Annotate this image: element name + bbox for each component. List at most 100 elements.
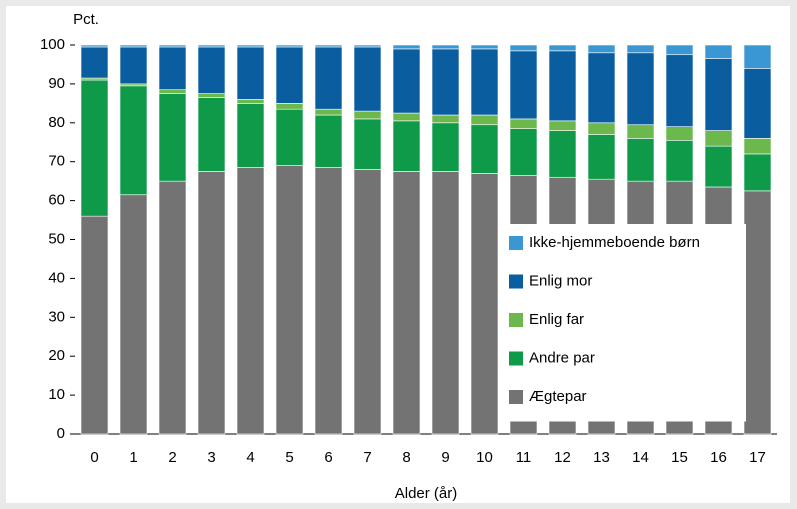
x-tick-label: 6 (324, 449, 332, 466)
bar-segment (80, 79, 109, 217)
bar-segment (197, 44, 226, 48)
bar-segment (392, 171, 421, 435)
x-tick-label: 15 (671, 449, 688, 466)
y-tick-label: 40 (48, 269, 65, 286)
bar-segment (236, 103, 265, 168)
bar-segment (665, 54, 694, 127)
bar-segment (626, 124, 655, 139)
bar-segment (236, 46, 265, 100)
bar-segment (431, 48, 460, 116)
bar-segment (236, 99, 265, 104)
bar-segment (158, 89, 187, 94)
bar-segment (314, 108, 343, 116)
bar-segment (197, 93, 226, 98)
bar-segment (392, 112, 421, 122)
x-tick-label: 7 (363, 449, 371, 466)
x-tick-label: 14 (632, 449, 649, 466)
bar-segment (470, 48, 499, 116)
legend-label: Enlig mor (529, 272, 592, 289)
bar-segment (587, 44, 616, 54)
y-axis-label: Pct. (73, 11, 99, 28)
bar-segment (314, 44, 343, 48)
y-tick-label: 60 (48, 192, 65, 209)
x-tick-label: 11 (516, 449, 532, 466)
bar-segment (197, 46, 226, 94)
bar-segment (626, 138, 655, 182)
legend-swatch (509, 351, 523, 366)
y-tick-label: 90 (48, 75, 65, 92)
legend-label: Andre par (529, 349, 595, 366)
bar-segment (470, 173, 499, 435)
legend-swatch (509, 274, 523, 289)
bar-segment (587, 122, 616, 135)
x-tick-label: 8 (402, 449, 410, 466)
bar-segment (314, 167, 343, 435)
bar-segment (275, 108, 304, 166)
bar-segment (548, 44, 577, 52)
bar-segment (197, 171, 226, 435)
x-tick-label: 3 (207, 449, 215, 466)
x-tick-label: 12 (554, 449, 571, 466)
bar-segment (665, 126, 694, 141)
y-tick-label: 0 (57, 425, 65, 442)
bar-segment (236, 44, 265, 48)
y-tick-label: 100 (40, 36, 65, 53)
bar-segment (392, 120, 421, 172)
y-tick-label: 30 (48, 308, 65, 325)
bar-segment (236, 167, 265, 435)
legend-label: Ikke-hjemmeboende børn (529, 234, 700, 251)
bar-segment (704, 130, 733, 147)
bar-segment (158, 93, 187, 182)
bar-segment (431, 44, 460, 50)
legend-swatch (509, 236, 523, 250)
bar-segment (743, 190, 772, 435)
bar-segment (470, 114, 499, 126)
x-tick-label: 10 (476, 449, 493, 466)
bar-segment (665, 44, 694, 56)
bar-segment (548, 130, 577, 178)
y-tick-label: 50 (48, 230, 65, 247)
x-tick-label: 17 (749, 449, 766, 466)
bar-segment (704, 58, 733, 131)
bar-segment (548, 120, 577, 131)
bar-segment (509, 128, 538, 176)
bar-segment (119, 44, 148, 48)
bar-segment (275, 46, 304, 104)
bar-segment (470, 44, 499, 50)
legend-swatch (509, 313, 523, 327)
bar-segment (743, 153, 772, 192)
bar-segment (704, 44, 733, 59)
bar-segment (587, 134, 616, 180)
bar-segment (743, 44, 772, 69)
bar-segment (509, 118, 538, 129)
bar-segment (353, 118, 382, 170)
bar-segment (743, 68, 772, 139)
bar-segment (80, 44, 109, 48)
bar-segment (392, 48, 421, 114)
bar-segment (158, 180, 187, 435)
bar-segment (704, 145, 733, 188)
bar-segment (275, 44, 304, 48)
bar-segment (119, 46, 148, 85)
bar-segment (353, 46, 382, 112)
bar-segment (158, 44, 187, 48)
bar-segment (119, 85, 148, 196)
bar-segment (470, 124, 499, 174)
x-tick-label: 2 (168, 449, 176, 466)
x-tick-label: 9 (441, 449, 449, 466)
bar-segment (548, 50, 577, 122)
legend-swatch (509, 390, 523, 404)
y-tick-label: 10 (48, 386, 65, 403)
bar-segment (353, 169, 382, 435)
bar-segment (80, 215, 109, 435)
bar-segment (197, 97, 226, 172)
x-tick-label: 4 (246, 449, 254, 466)
bar-segment (431, 114, 460, 124)
x-axis-label: Alder (år) (395, 485, 458, 502)
bar-segment (392, 44, 421, 50)
legend-label: Ægtepar (529, 388, 587, 405)
bar-segment (158, 46, 187, 91)
x-tick-label: 16 (710, 449, 727, 466)
y-tick-label: 80 (48, 114, 65, 131)
